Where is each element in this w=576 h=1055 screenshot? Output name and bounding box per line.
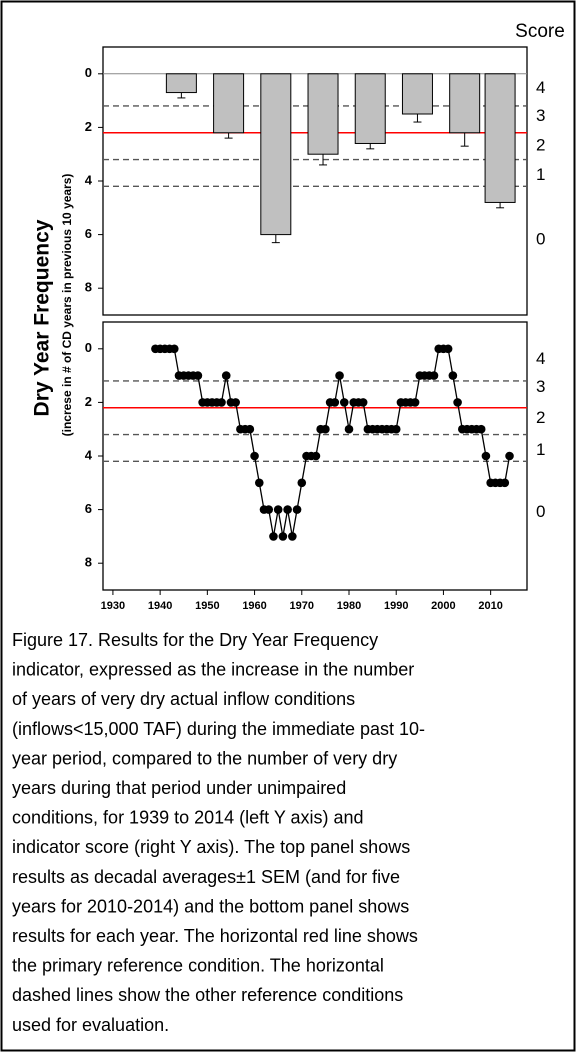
x-tick-label: 1990 (384, 600, 408, 612)
bar (449, 73, 481, 134)
x-tick-label: 1970 (290, 600, 314, 612)
point (358, 398, 368, 407)
score-label: 1 (536, 440, 545, 459)
point (169, 344, 179, 354)
caption-line: years during that period under unimpaire… (12, 778, 346, 798)
score-label: 2 (536, 136, 545, 155)
bar (307, 73, 339, 155)
point (288, 532, 297, 541)
y-tick-label: 4 (85, 172, 93, 187)
point (273, 505, 283, 514)
point (217, 398, 226, 407)
x-tick-label: 1960 (242, 600, 266, 612)
point (264, 505, 274, 514)
caption-line: Figure 17. Results for the Dry Year Freq… (12, 630, 378, 650)
score-label: 3 (536, 377, 545, 396)
caption-line: years for 2010-2014) and the bottom pane… (12, 896, 409, 916)
point (292, 505, 302, 514)
point (231, 398, 240, 407)
bar (213, 73, 245, 134)
point (245, 424, 255, 434)
caption-line: of years of very dry actual inflow condi… (12, 689, 355, 709)
score-label: 0 (536, 229, 545, 248)
bar (260, 73, 292, 236)
y-tick-label: 0 (85, 340, 92, 355)
point (391, 424, 401, 434)
caption-line: (inflows<15,000 TAF) during the immediat… (12, 719, 425, 739)
caption-line: results for each year. The horizontal re… (12, 926, 418, 946)
point (250, 451, 259, 461)
caption-line: indicator score (right Y axis). The top … (12, 837, 410, 857)
point (193, 371, 203, 380)
point (321, 424, 330, 434)
caption-line: results as decadal averages±1 SEM (and f… (12, 867, 400, 887)
score-label: 4 (536, 78, 545, 97)
y-tick-label: 2 (85, 119, 92, 134)
caption-line: conditions, for 1939 to 2014 (left Y axi… (12, 808, 364, 828)
y2-title: Score (515, 21, 565, 42)
point (254, 478, 264, 488)
y-tick-label: 8 (85, 555, 92, 570)
score-label: 2 (536, 408, 545, 427)
point (283, 505, 292, 514)
point (335, 371, 344, 380)
bar (484, 73, 516, 203)
point (297, 478, 307, 488)
bar (165, 73, 197, 94)
caption-line: year period, compared to the number of v… (12, 748, 397, 768)
point (481, 451, 491, 461)
point (448, 371, 458, 380)
score-label: 4 (536, 349, 545, 368)
point (505, 451, 514, 461)
point (344, 424, 354, 434)
bar (401, 73, 433, 115)
y-tick-label: 8 (85, 280, 92, 295)
point (476, 424, 486, 434)
point (410, 398, 420, 407)
point (429, 371, 439, 380)
y-tick-label: 0 (85, 65, 92, 80)
point (311, 451, 321, 461)
score-label: 1 (536, 165, 545, 184)
point (443, 344, 453, 354)
caption-line: used for evaluation. (12, 1015, 169, 1035)
point (221, 371, 231, 380)
x-tick-label: 2000 (431, 600, 455, 612)
y-subtitle: (increse in # of CD years in previous 10… (60, 174, 74, 437)
x-tick-label: 1940 (148, 600, 172, 612)
point (278, 532, 288, 541)
y-tick-label: 6 (85, 226, 92, 241)
caption-line: the primary reference condition. The hor… (12, 956, 384, 976)
point (339, 398, 349, 407)
y-tick-label: 4 (85, 447, 93, 462)
x-tick-label: 1930 (101, 600, 125, 612)
score-label: 0 (536, 502, 545, 521)
caption-line: dashed lines show the other reference co… (12, 985, 403, 1005)
y-tick-label: 2 (85, 394, 92, 409)
point (330, 398, 340, 407)
x-tick-label: 1950 (195, 600, 219, 612)
y-title: Dry Year Frequency (31, 219, 54, 416)
score-label: 3 (536, 106, 545, 125)
x-tick-label: 2010 (478, 600, 502, 612)
caption-line: indicator, expressed as the increase in … (12, 660, 414, 680)
point (500, 478, 510, 488)
point (453, 398, 462, 407)
bar (354, 73, 386, 144)
point (269, 532, 278, 541)
x-tick-label: 1980 (337, 600, 361, 612)
y-tick-label: 6 (85, 501, 92, 516)
